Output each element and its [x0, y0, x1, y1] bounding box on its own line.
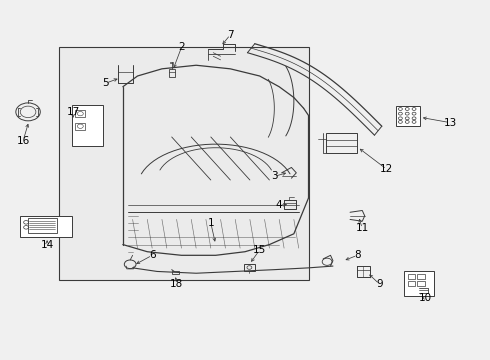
Bar — [27, 219, 57, 233]
Bar — [75, 123, 85, 130]
Text: 6: 6 — [149, 250, 155, 260]
Text: 11: 11 — [356, 224, 369, 233]
Text: 2: 2 — [178, 42, 185, 52]
Text: 10: 10 — [419, 293, 432, 303]
Text: 12: 12 — [380, 164, 393, 174]
Text: 3: 3 — [271, 171, 278, 181]
Text: 4: 4 — [276, 200, 283, 210]
Bar — [417, 274, 425, 279]
Bar — [75, 110, 85, 117]
Text: 5: 5 — [102, 78, 109, 88]
Bar — [72, 105, 103, 146]
Text: 8: 8 — [354, 250, 361, 260]
Text: 18: 18 — [170, 279, 183, 289]
Bar — [404, 271, 434, 296]
Text: 17: 17 — [66, 107, 80, 117]
Text: 1: 1 — [207, 218, 214, 228]
Bar — [172, 271, 179, 274]
Text: 7: 7 — [227, 30, 234, 40]
Text: 13: 13 — [443, 118, 457, 128]
Bar — [408, 281, 415, 286]
Text: 15: 15 — [253, 245, 266, 255]
Bar — [396, 107, 420, 126]
Text: 16: 16 — [17, 136, 30, 145]
Bar — [244, 264, 255, 271]
Text: 9: 9 — [376, 279, 383, 289]
Bar — [326, 134, 357, 153]
Bar — [417, 281, 425, 286]
Bar — [408, 274, 415, 279]
Bar — [170, 62, 173, 63]
Bar — [169, 69, 174, 77]
Bar — [20, 216, 72, 237]
Text: 14: 14 — [41, 239, 54, 249]
Bar — [59, 47, 309, 280]
